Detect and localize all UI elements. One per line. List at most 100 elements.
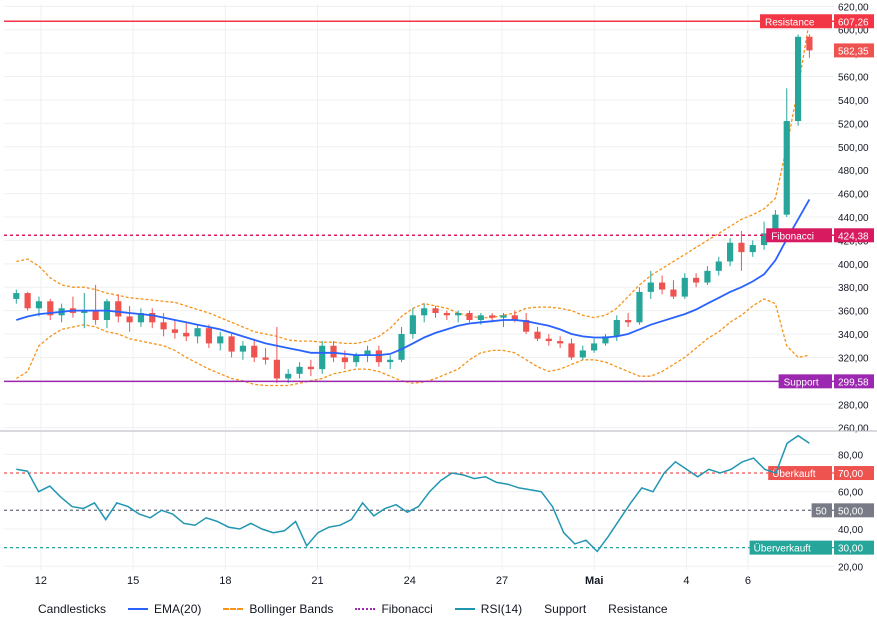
candle-body [205, 328, 213, 344]
candle-body [24, 293, 31, 309]
y-tick-label: 480,00 [838, 166, 869, 177]
resistance-label: Resistance [765, 17, 815, 28]
rsi-grid: 20,00 40,00 60,00 80,00 [4, 450, 863, 573]
candles [13, 34, 813, 384]
bollinger-upper [16, 20, 811, 345]
candle-body [239, 345, 246, 352]
candle-body [13, 293, 20, 299]
y-tick-label: 280,00 [838, 400, 869, 411]
legend-swatch [128, 608, 149, 610]
candle-body [409, 315, 416, 335]
candle-body [489, 315, 496, 318]
candle-body [296, 366, 303, 374]
candle-body [670, 289, 677, 297]
y-tick-label: 620,00 [838, 2, 869, 13]
candle-body [443, 312, 450, 316]
legend-label: Resistance [608, 602, 668, 616]
y-tick-label: 600,00 [838, 26, 869, 37]
candle-body [341, 357, 348, 363]
fibonacci-value-bg [834, 228, 874, 243]
resistance-value: 607,26 [838, 17, 869, 28]
rsi-pane: 20,00 40,00 60,00 80,00 Überkauft 70,00 50 50,0… [0, 430, 877, 573]
x-tick-label: Mai [585, 575, 603, 587]
candle-body [183, 332, 190, 337]
legend-item: Bollinger Bands [223, 602, 333, 616]
fibonacci-label: Fibonacci [771, 231, 814, 242]
legend-item: RSI(14) [454, 602, 523, 616]
rsi-level-label-bg [768, 466, 832, 481]
x-tick-label: 21 [311, 575, 323, 587]
x-tick-label: 15 [127, 575, 139, 587]
candle-body [251, 345, 258, 358]
candle-body [398, 334, 405, 360]
candle-body [421, 308, 428, 316]
x-tick-label: 12 [35, 575, 47, 587]
candle-body [783, 121, 790, 215]
candle-body [455, 312, 462, 316]
candle-body [647, 282, 654, 292]
legend-label: Support [544, 602, 587, 616]
candle-body [47, 301, 54, 316]
legend-label: Bollinger Bands [249, 602, 334, 616]
candle-body [228, 336, 235, 352]
y-tick-label: 340,00 [838, 330, 869, 341]
x-tick-label: 6 [745, 575, 751, 587]
rsi-y-tick-label: 20,00 [838, 562, 863, 573]
candle-body [149, 312, 156, 323]
candle-body [115, 301, 122, 317]
candle-body [307, 366, 314, 370]
legend-label: Fibonacci [381, 602, 433, 616]
price-grid [4, 4, 834, 570]
candle-body [387, 359, 394, 363]
candle-body [217, 336, 224, 344]
candle-body [794, 36, 802, 122]
y-tick-label: 380,00 [838, 283, 869, 294]
candle-body [194, 328, 201, 337]
candle-body [92, 310, 99, 320]
last-price-bg [834, 43, 874, 58]
y-tick-label: 460,00 [838, 190, 869, 201]
candle-body [477, 315, 484, 320]
candle-body [772, 214, 779, 234]
candle-body [171, 329, 179, 333]
bollinger-lower [15, 298, 810, 387]
rsi-y-tick-label: 40,00 [838, 525, 863, 536]
legend-item: Fibonacci [355, 602, 433, 616]
legend-item: Support [544, 602, 586, 616]
rsi-level-value: 50,00 [838, 506, 863, 517]
legend-swatch [223, 608, 244, 610]
legend-label: RSI(14) [480, 602, 523, 616]
candle-body [681, 277, 688, 297]
candle-body [364, 350, 371, 356]
rsi-level-value-bg [834, 466, 874, 481]
candle-body [715, 261, 722, 271]
candle-body [285, 373, 292, 379]
candle-body [625, 319, 632, 323]
rsi-level-label: 50 [816, 506, 828, 517]
candle-body [557, 341, 564, 344]
chart-legend: Candlesticks EMA(20) Bollinger Bands Fibona… [0, 598, 877, 620]
rsi-level-value-bg [834, 540, 874, 555]
candle-body [591, 343, 598, 351]
resistance-value-bg [834, 14, 874, 29]
chart-canvas: 260,00280,00300,00320,00340,00360,00380,… [0, 2, 877, 587]
candle-body [602, 336, 609, 344]
y-tick-label: 500,00 [838, 143, 869, 154]
candle-body [511, 315, 518, 320]
ema-line [16, 198, 811, 356]
x-tick-label: 18 [219, 575, 231, 587]
price-pane: 260,00280,00300,00320,00340,00360,00380,… [4, 2, 874, 570]
legend-label: Candlesticks [38, 602, 107, 616]
rsi-level-label-bg [749, 540, 832, 555]
candle-body [319, 345, 326, 370]
candle-body [137, 312, 145, 323]
candle-body [760, 233, 768, 246]
rsi-level-label: Überverkauft [754, 543, 811, 555]
candle-body [500, 315, 507, 318]
legend-swatch [454, 608, 475, 610]
candle-body [35, 301, 43, 309]
legend-item: EMA(20) [128, 602, 201, 616]
rsi-y-tick-label: 60,00 [838, 488, 863, 499]
candle-body [353, 355, 360, 363]
